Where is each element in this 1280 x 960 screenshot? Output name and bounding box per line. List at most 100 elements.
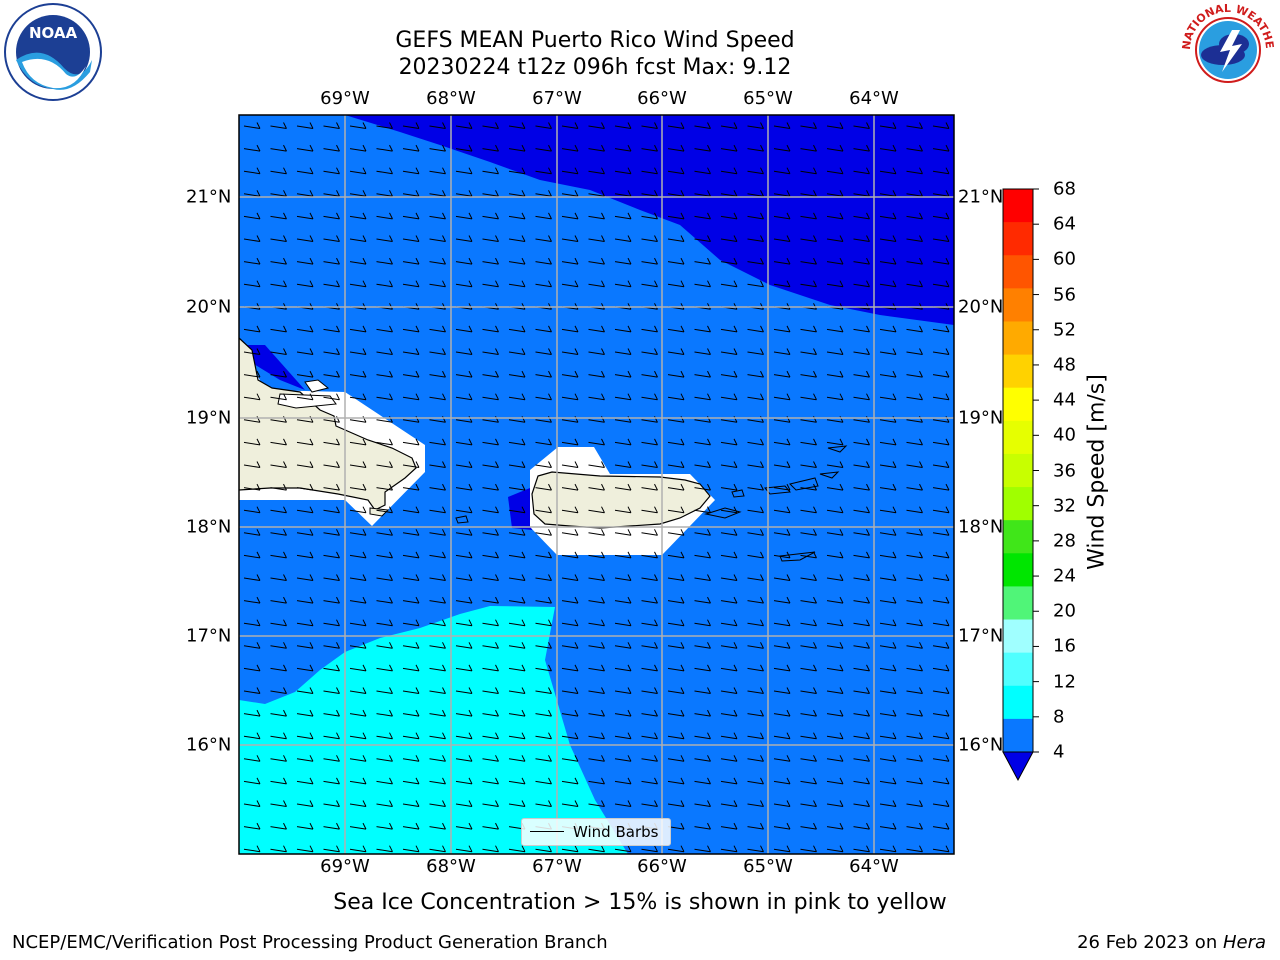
wind-barb — [535, 755, 552, 762]
wind-barb — [349, 167, 367, 175]
wind-barb — [879, 506, 897, 514]
wind-barb — [614, 845, 632, 853]
wind-barb — [535, 732, 552, 740]
wind-barb — [429, 506, 446, 514]
wind-barb — [747, 167, 764, 175]
wind-barb — [376, 777, 393, 785]
wind-barb — [641, 235, 658, 242]
wind-barb — [879, 212, 897, 220]
wind-barb — [879, 551, 897, 559]
nws-logo-icon: NATIONAL WEATHER SERVICE — [1176, 0, 1276, 96]
wind-barb — [720, 257, 738, 265]
wind-barb — [906, 483, 923, 491]
wind-barb — [429, 393, 446, 401]
wind-barb — [667, 755, 685, 762]
wind-barb — [906, 800, 923, 807]
wind-barb — [482, 144, 499, 152]
wind-barb — [694, 348, 711, 355]
wind-barb — [535, 709, 552, 717]
wind-barb — [429, 777, 446, 785]
wind-barb — [270, 800, 287, 807]
wind-barb — [508, 235, 526, 242]
wind-barb — [667, 506, 685, 514]
wind-barb — [720, 664, 738, 672]
wind-barb — [641, 777, 658, 785]
wind-barb — [508, 370, 526, 378]
wind-barb — [614, 257, 632, 265]
wind-barb — [376, 732, 393, 740]
wind-barb — [482, 732, 499, 740]
wind-barb — [429, 461, 446, 468]
colorbar-segment — [1003, 222, 1033, 256]
wind-barb — [508, 551, 526, 559]
wind-barb — [376, 144, 393, 152]
wind-barb — [323, 619, 340, 627]
wind-barb — [853, 529, 870, 536]
wind-barb — [879, 461, 897, 468]
wind-barb — [853, 438, 870, 446]
wind-barb — [482, 642, 499, 649]
wind-barb — [667, 664, 685, 672]
wind-barb — [508, 393, 526, 401]
wind-barb — [694, 257, 711, 265]
wind-barb — [879, 664, 897, 672]
wind-barb — [826, 348, 844, 355]
wind-barb — [853, 212, 870, 220]
wind-barb — [270, 755, 287, 762]
wind-barb — [508, 348, 526, 355]
wind-barb — [879, 325, 897, 333]
wind-barb — [429, 370, 446, 378]
wind-barb — [402, 167, 420, 175]
wind-barb — [323, 506, 340, 514]
wind-barb — [773, 235, 791, 242]
wind-barb — [296, 732, 314, 740]
colorbar-tick-label: 28 — [1053, 530, 1076, 552]
wind-barb — [694, 167, 711, 175]
wind-barb — [588, 687, 605, 694]
wind-barb — [588, 280, 605, 288]
wind-barb — [323, 257, 340, 265]
wind-barb — [270, 483, 287, 491]
wind-barb — [614, 190, 632, 197]
wind-barb — [641, 709, 658, 717]
wind-barb — [402, 822, 420, 830]
wind-barb — [296, 438, 314, 446]
wind-barb — [906, 461, 923, 468]
wind-barb — [270, 687, 287, 694]
wind-barb — [853, 709, 870, 717]
wind-barb — [932, 483, 950, 491]
wind-barb — [747, 348, 764, 355]
wind-barb — [800, 755, 817, 762]
wind-barb — [906, 845, 923, 853]
wind-barb — [455, 393, 473, 401]
wind-barb — [561, 348, 579, 355]
wind-barb — [906, 438, 923, 446]
wind-barb — [720, 845, 738, 853]
wind-barb — [455, 777, 473, 785]
wind-barb — [747, 190, 764, 197]
wind-barb — [747, 619, 764, 627]
wind-barb — [243, 822, 261, 830]
wind-barb — [535, 483, 552, 491]
wind-barb — [323, 642, 340, 649]
wind-barb — [879, 144, 897, 152]
footer-date: 26 Feb 2023 on Hera — [1077, 932, 1266, 953]
wind-barb — [694, 574, 711, 581]
wind-barb — [720, 393, 738, 401]
wind-barb — [720, 280, 738, 288]
wind-barb — [800, 122, 817, 129]
wind-barb — [773, 822, 791, 830]
wind-barb — [270, 212, 287, 220]
wind-barb — [429, 348, 446, 355]
wind-barb — [614, 619, 632, 627]
wind-barb — [482, 596, 499, 604]
wind-barb — [482, 393, 499, 401]
wind-barb — [270, 642, 287, 649]
wind-barb — [243, 483, 261, 491]
wind-barb — [667, 732, 685, 740]
wind-barb — [482, 687, 499, 694]
wind-barb — [932, 122, 950, 129]
wind-barb — [667, 529, 685, 536]
wind-barb — [323, 370, 340, 378]
wind-barb — [561, 235, 579, 242]
